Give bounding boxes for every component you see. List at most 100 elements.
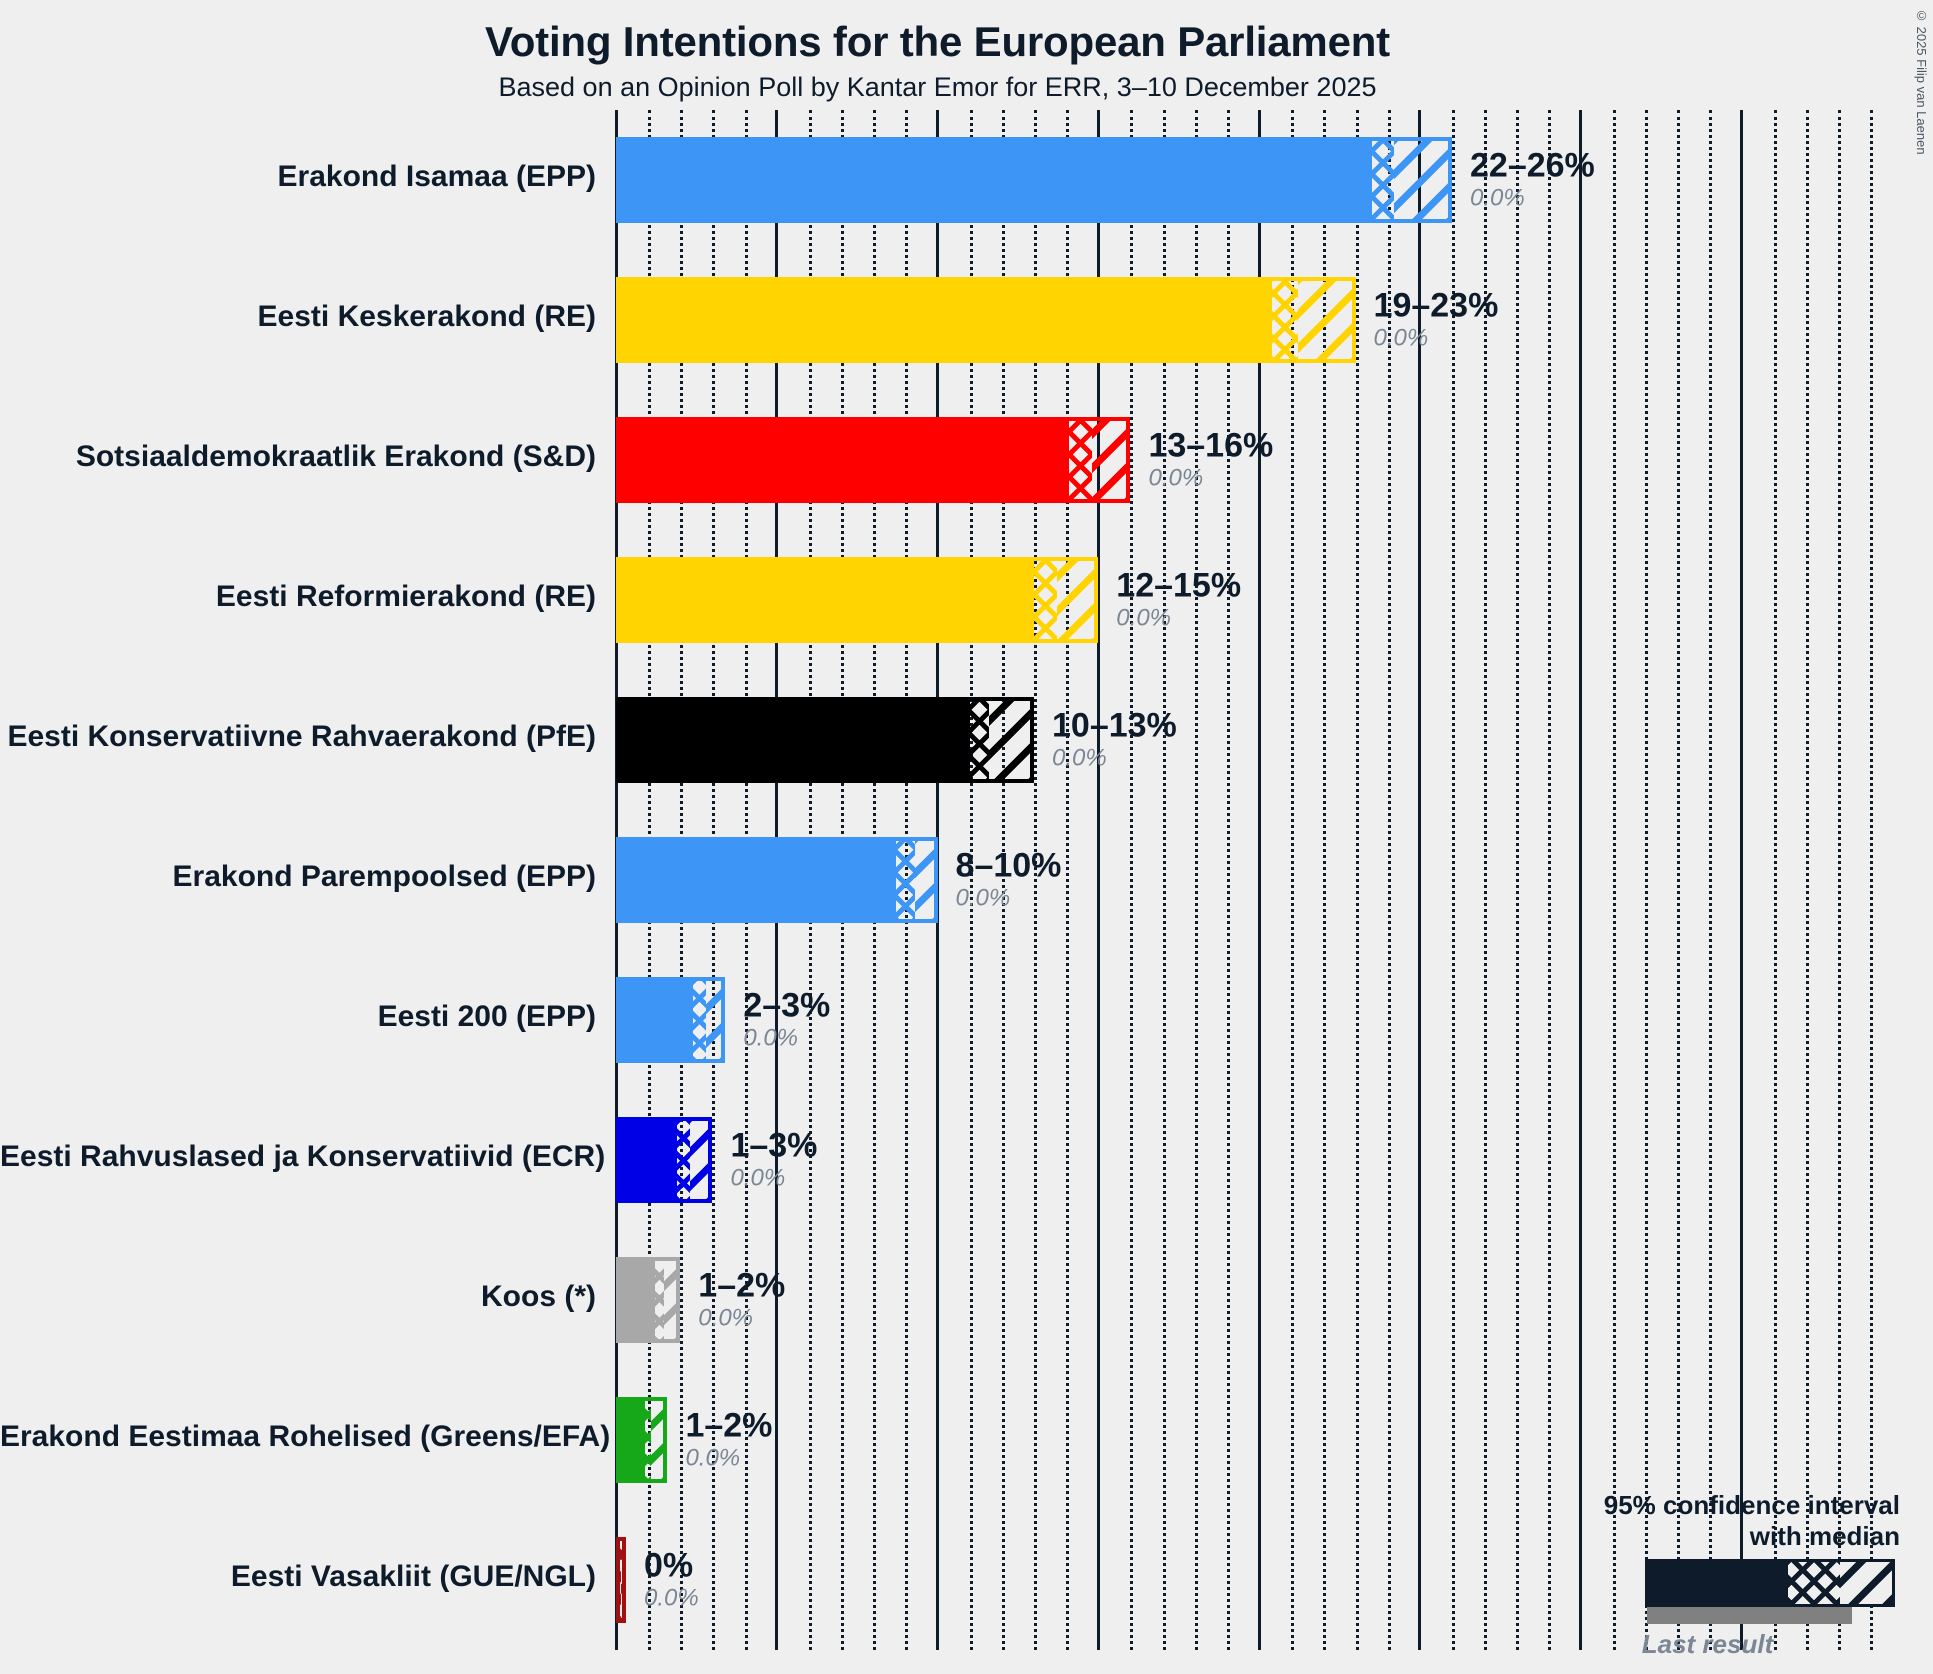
value-label-group: 8–10% 0.0% [956,848,1062,911]
bar-segment-median [1069,417,1092,503]
legend-line-2: with median [1749,1520,1900,1551]
bar-container [616,697,1870,783]
value-label-group: 0% 0.0% [644,1548,699,1611]
last-result-label: 0.0% [743,1024,799,1052]
last-result-label: 0.0% [1470,184,1525,212]
chart-row: Eesti Rahvuslased ja Konservatiivid (ECR… [0,1090,1933,1230]
bar-segment-upper [1394,137,1452,223]
bar-segment-upper [1297,277,1356,363]
chart-row: Erakond Eestimaa Rohelised (Greens/EFA) 1… [0,1370,1933,1510]
chart-row: Erakond Parempoolsed (EPP) 8–10% 0.0% [0,810,1933,950]
legend-last-result-bar [1647,1607,1852,1625]
chart-row: Eesti 200 (EPP) 2–3% 0.0% [0,950,1933,1090]
bar-segment-upper [706,977,726,1063]
confidence-interval-bar[interactable] [616,417,1131,503]
bar-segment-median [644,1397,652,1483]
bar-rows: Erakond Isamaa (EPP) 22–26% 0.0% Eesti Kesk… [0,110,1870,1650]
range-label: 13–16% [1148,426,1274,465]
bar-segment-median [654,1257,665,1343]
party-label: Eesti Konservatiivne Rahvaerakond (PfE) [7,720,596,753]
bar-segment-upper [664,1257,681,1343]
value-label-group: 22–26% 0.0% [1470,148,1595,211]
range-label: 19–23% [1373,286,1499,325]
last-result-label: 0.0% [1148,464,1204,492]
bar-segment-lower [616,137,1372,223]
chart-row: Koos (*) 1–2% 0.0% [0,1230,1933,1370]
bar-segment-median [1371,137,1395,223]
bar-segment-lower [616,1257,655,1343]
last-result-label: 0.0% [685,1444,741,1472]
bar-segment-upper [651,1397,668,1483]
bar-container [616,1397,1870,1483]
bar-segment-median [1034,557,1057,643]
bar-segment-lower [616,1117,678,1203]
value-label-group: 1–2% 0.0% [698,1268,785,1331]
chart-row: Erakond Isamaa (EPP) 22–26% 0.0% [0,110,1933,250]
confidence-interval-bar[interactable] [616,837,938,923]
bar-segment-upper [988,697,1034,783]
value-label-group: 19–23% 0.0% [1374,288,1499,351]
range-label: 1–2% [698,1266,786,1305]
bar-segment-lower [616,557,1034,643]
copyright-notice: © 2025 Filip van Laenen [1914,8,1929,155]
legend-segment-lower [1648,1562,1788,1605]
bar-container [616,837,1870,923]
bar-container [616,137,1870,223]
confidence-interval-bar[interactable] [616,137,1452,223]
bar-segment-lower [616,697,970,783]
bar-container [616,277,1870,363]
legend-line-1: 95% confidence interval [1603,1490,1900,1520]
confidence-interval-bar[interactable] [616,1257,681,1343]
range-label: 0% [644,1546,694,1585]
last-result-label: 0.0% [955,884,1011,912]
legend-segment-upper [1840,1562,1892,1605]
value-label-group: 1–2% 0.0% [685,1408,772,1471]
last-result-label: 0.0% [1116,604,1171,632]
confidence-interval-bar[interactable] [616,1537,626,1623]
chart-legend: 95% confidence interval with median Last… [1505,1490,1900,1660]
bar-segment-upper [1056,557,1099,643]
range-label: 1–3% [730,1126,818,1165]
range-label: 2–3% [743,986,831,1025]
range-label: 1–2% [685,1406,773,1445]
bar-segment-upper [915,837,938,923]
bar-container [616,1537,1870,1623]
confidence-interval-bar[interactable] [616,277,1356,363]
bar-segment-lower [616,837,896,923]
bar-segment-median [1271,277,1298,363]
party-label: Erakond Parempoolsed (EPP) [172,860,596,893]
bar-container [616,557,1870,643]
bar-container [616,1117,1870,1203]
bar-segment-median [677,1117,690,1203]
bar-container [616,417,1870,503]
range-label: 8–10% [955,846,1062,885]
bar-segment-lower [616,977,694,1063]
confidence-interval-bar[interactable] [616,697,1034,783]
bar-container [616,977,1870,1063]
party-label: Eesti Reformierakond (RE) [215,580,596,613]
confidence-interval-bar[interactable] [616,1397,668,1483]
chart-subtitle: Based on an Opinion Poll by Kantar Emor … [498,72,1377,102]
chart-row: Eesti Vasakliit (GUE/NGL) 0% 0.0% [0,1510,1933,1650]
confidence-interval-bar[interactable] [616,557,1099,643]
confidence-interval-bar[interactable] [616,1117,713,1203]
bar-segment-median [693,977,707,1063]
bar-segment-upper [689,1117,713,1203]
party-label: Sotsiaaldemokraatlik Erakond (S&D) [75,440,596,473]
chart-row: Eesti Konservatiivne Rahvaerakond (PfE) 1… [0,670,1933,810]
party-label: Eesti Vasakliit (GUE/NGL) [230,1560,596,1593]
value-label-group: 13–16% 0.0% [1148,428,1273,491]
party-label: Erakond Eestimaa Rohelised (Greens/EFA) [0,1420,611,1453]
party-label: Koos (*) [481,1280,596,1313]
party-label: Erakond Isamaa (EPP) [277,160,596,193]
bar-container [616,1257,1870,1343]
bar-segment-median [895,837,916,923]
bar-segment-upper [1091,417,1131,503]
last-result-label: 0.0% [1373,324,1429,352]
range-label: 12–15% [1116,566,1242,605]
bar-segment-lower [616,1397,645,1483]
legend-sample-bar [1645,1559,1895,1608]
confidence-interval-bar[interactable] [616,977,726,1063]
party-label: Eesti 200 (EPP) [377,1000,596,1033]
